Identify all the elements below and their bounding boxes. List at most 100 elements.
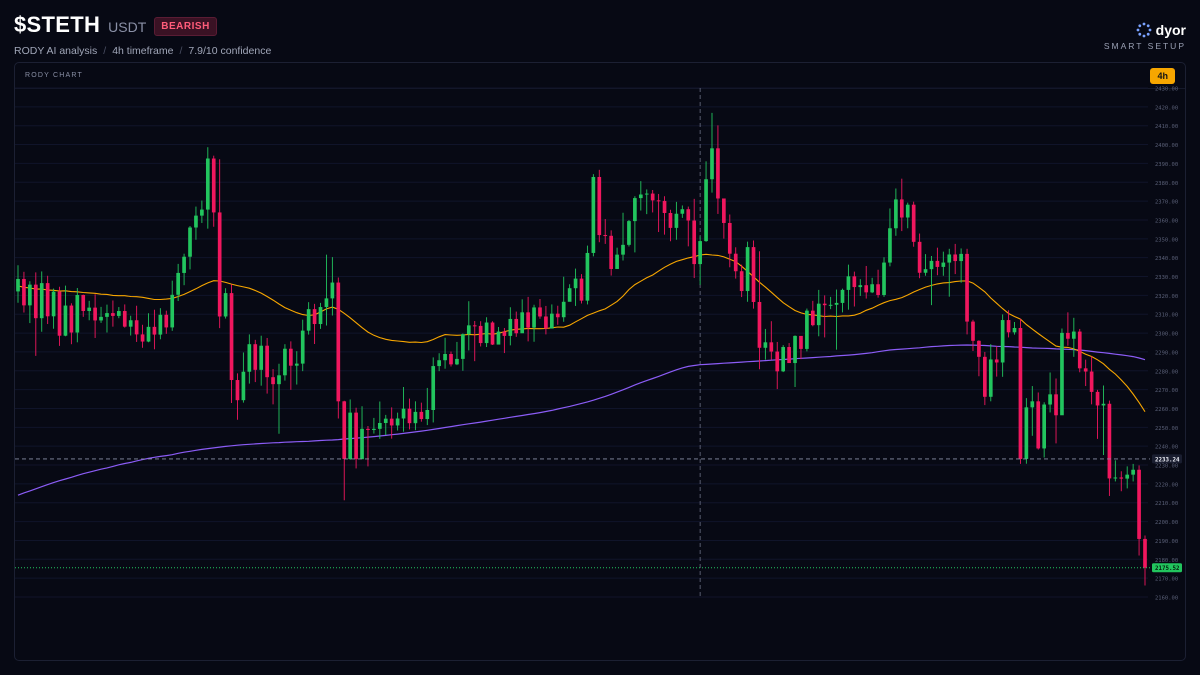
candle-body[interactable] [567,288,572,302]
candle-body[interactable] [882,262,886,295]
candle-body[interactable] [419,411,424,420]
candle-body[interactable] [194,215,198,228]
candle-body[interactable] [449,353,453,365]
candle-body[interactable] [111,313,115,316]
candle-body[interactable] [822,303,827,306]
candle-body[interactable] [627,221,631,245]
candle-body[interactable] [377,422,382,429]
candle-body[interactable] [478,325,483,344]
candle-body[interactable] [585,252,590,301]
candle-body[interactable] [1125,474,1130,479]
candle-body[interactable] [128,320,133,327]
candle-body[interactable] [656,200,661,202]
candle-body[interactable] [87,307,92,312]
candle-body[interactable] [45,283,50,317]
candle-body[interactable] [911,204,916,242]
candle-body[interactable] [81,294,86,312]
candle-body[interactable] [1107,403,1112,479]
candle-body[interactable] [544,316,548,329]
candle-body[interactable] [188,227,192,257]
candle-body[interactable] [751,247,756,302]
candle-body[interactable] [407,408,412,424]
candle-body[interactable] [16,278,20,292]
candle-body[interactable] [200,209,204,216]
candle-body[interactable] [888,228,892,263]
candle-body[interactable] [140,334,145,342]
candle-body[interactable] [532,307,536,328]
candle-body[interactable] [555,313,560,318]
candle-body[interactable] [229,293,234,381]
candle-body[interactable] [977,340,981,357]
candle-body[interactable] [668,212,673,228]
candle-body[interactable] [99,316,103,321]
candle-body[interactable] [941,262,946,267]
candle-body[interactable] [164,314,169,328]
candle-body[interactable] [51,291,56,317]
candle-body[interactable] [1119,477,1124,479]
candle-body[interactable] [603,235,608,237]
candle-body[interactable] [858,285,863,288]
candle-body[interactable] [1012,327,1017,333]
candle-body[interactable] [591,176,596,253]
candle-body[interactable] [259,345,264,370]
candle-body[interactable] [366,428,370,430]
candle-body[interactable] [959,253,963,262]
candle-body[interactable] [1000,320,1005,363]
candle-body[interactable] [437,360,441,367]
candle-body[interactable] [716,148,720,199]
candle-body[interactable] [704,179,708,242]
candle-body[interactable] [953,254,958,262]
candle-body[interactable] [1018,327,1023,460]
candle-body[interactable] [834,302,839,305]
candle-body[interactable] [561,301,566,318]
candle-body[interactable] [490,322,495,345]
candle-body[interactable] [1060,332,1064,416]
candle-body[interactable] [757,301,762,348]
candle-body[interactable] [63,305,68,336]
candle-body[interactable] [579,278,584,301]
candle-body[interactable] [253,344,258,370]
candle-body[interactable] [805,310,809,349]
candle-body[interactable] [899,199,904,218]
candle-body[interactable] [389,418,394,426]
candle-body[interactable] [733,253,738,272]
candle-body[interactable] [710,148,714,180]
candle-body[interactable] [395,418,400,426]
candle-body[interactable] [122,311,127,327]
candle-body[interactable] [1048,394,1052,405]
candle-body[interactable] [727,222,732,254]
candle-body[interactable] [816,303,821,326]
candle-body[interactable] [971,321,975,341]
candle-body[interactable] [828,304,833,306]
candle-body[interactable] [917,241,922,273]
candle-body[interactable] [781,347,786,372]
candle-body[interactable] [508,318,513,336]
candle-body[interactable] [324,298,329,308]
candle-body[interactable] [1054,394,1058,416]
candle-body[interactable] [223,293,228,317]
candle-body[interactable] [763,342,768,348]
candle-body[interactable] [158,314,163,335]
candle-body[interactable] [241,371,246,401]
candle-body[interactable] [93,307,97,321]
candle-body[interactable] [621,244,625,255]
candle-body[interactable] [1066,332,1070,339]
candle-body[interactable] [152,326,157,335]
candle-body[interactable] [348,412,353,460]
candle-body[interactable] [905,204,910,218]
candle-body[interactable] [57,291,62,336]
candle-body[interactable] [988,359,993,397]
candle-body[interactable] [1143,538,1147,568]
candle-body[interactable] [994,359,999,363]
candle-body[interactable] [105,313,109,317]
candle-body[interactable] [425,409,430,420]
candle-body[interactable] [69,305,74,333]
candle-body[interactable] [597,176,602,236]
candle-body[interactable] [1042,404,1047,449]
candle-body[interactable] [745,247,750,292]
candle-body[interactable] [75,294,80,333]
candle-body[interactable] [431,366,436,410]
candle-body[interactable] [852,276,857,288]
candle-body[interactable] [864,285,869,293]
candle-body[interactable] [294,363,299,366]
